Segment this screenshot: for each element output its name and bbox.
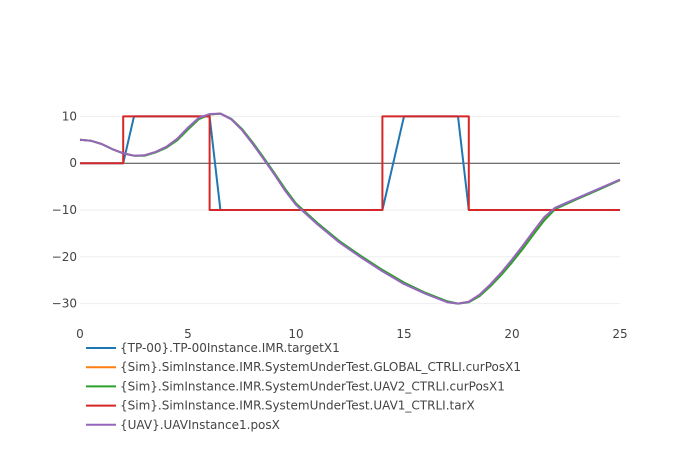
y-tick-label: −30 [52,297,77,311]
x-tick-label: 5 [184,327,192,341]
y-tick-label: 0 [69,156,77,170]
x-tick-label: 15 [396,327,411,341]
x-tick-label: 20 [504,327,519,341]
series-line-5[interactable] [79,112,621,305]
y-tick-label: −10 [52,203,77,217]
legend[interactable]: {TP-00}.TP-00Instance.IMR.targetX1 {Sim}.… [86,341,521,432]
y-axis: 10 0 −10 −20 −30 [52,109,77,310]
legend-item-3[interactable]: {Sim}.SimInstance.IMR.SystemUnderTest.UA… [86,379,505,393]
legend-item-1[interactable]: {TP-00}.TP-00Instance.IMR.targetX1 [86,341,340,355]
legend-item-5[interactable]: {UAV}.UAVInstance1.posX [86,418,280,432]
y-tick-label: −20 [52,250,77,264]
legend-label: {Sim}.SimInstance.IMR.SystemUnderTest.UA… [120,399,475,413]
x-tick-label: 25 [612,327,627,341]
x-tick-label: 10 [288,327,303,341]
series-line-4[interactable] [80,115,620,211]
x-tick-label: 0 [76,327,84,341]
series-line-2[interactable] [79,112,621,305]
x-axis: 0 5 10 15 20 25 [76,327,627,341]
legend-label: {Sim}.SimInstance.IMR.SystemUnderTest.UA… [120,379,505,393]
legend-label: {Sim}.SimInstance.IMR.SystemUnderTest.GL… [120,360,521,374]
legend-item-2[interactable]: {Sim}.SimInstance.IMR.SystemUnderTest.GL… [86,360,521,374]
series-line-3[interactable] [79,112,621,305]
legend-label: {TP-00}.TP-00Instance.IMR.targetX1 [120,341,340,355]
series-group [79,112,621,305]
y-tick-label: 10 [62,109,77,123]
legend-label: {UAV}.UAVInstance1.posX [120,418,280,432]
legend-item-4[interactable]: {Sim}.SimInstance.IMR.SystemUnderTest.UA… [86,399,475,413]
